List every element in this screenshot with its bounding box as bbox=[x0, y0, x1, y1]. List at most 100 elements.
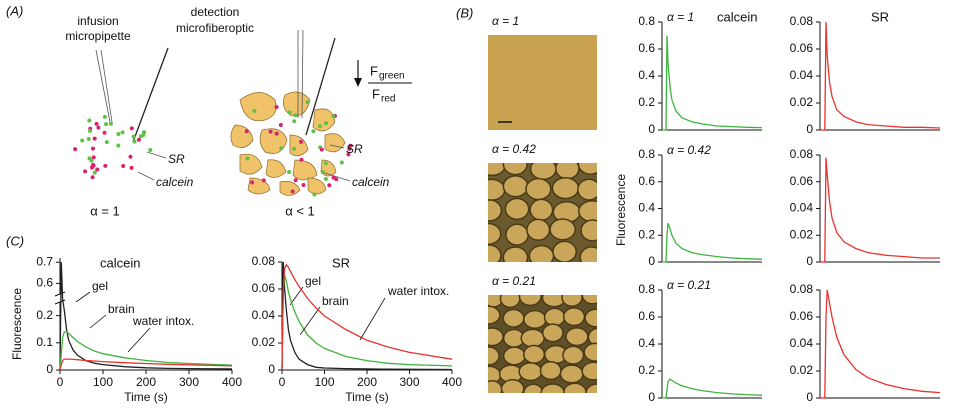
cell bbox=[524, 311, 546, 329]
molecule bbox=[83, 169, 87, 173]
y-tick-label: 0 bbox=[806, 390, 813, 404]
y-tick-label: 0 bbox=[648, 122, 655, 136]
x-tick-label: 300 bbox=[179, 375, 199, 389]
chart-title: SR bbox=[871, 9, 889, 24]
molecule bbox=[275, 105, 279, 109]
cell bbox=[550, 219, 575, 240]
y-tick-label: 0.6 bbox=[36, 276, 53, 290]
cell bbox=[503, 247, 527, 268]
molecule bbox=[96, 126, 100, 130]
y-tick-label: 0.7 bbox=[36, 254, 53, 268]
molecule bbox=[327, 183, 331, 187]
line-series bbox=[820, 158, 940, 262]
cell bbox=[524, 384, 543, 402]
cell bbox=[479, 155, 505, 176]
molecule bbox=[132, 135, 136, 139]
cell bbox=[478, 179, 505, 200]
molecule bbox=[89, 159, 93, 163]
cell bbox=[580, 247, 603, 268]
cell bbox=[521, 329, 544, 347]
cell bbox=[529, 246, 553, 267]
y-tick-label: 0.04 bbox=[790, 336, 814, 350]
y-tick-label: 0.4 bbox=[638, 201, 655, 215]
ratio: F bbox=[372, 86, 380, 101]
cell bbox=[585, 309, 607, 327]
molecule bbox=[90, 165, 94, 169]
y-tick-label: 0.06 bbox=[790, 41, 814, 55]
cell bbox=[500, 290, 519, 308]
molecule bbox=[324, 161, 328, 165]
cell bbox=[556, 158, 579, 179]
annotation: α = 1 bbox=[667, 10, 694, 24]
molecule bbox=[279, 146, 283, 150]
chart-title: SR bbox=[332, 255, 350, 270]
y-axis-label: Fluorescence bbox=[10, 288, 24, 360]
line-series bbox=[820, 22, 940, 130]
cell bbox=[530, 199, 552, 220]
molecule bbox=[262, 178, 266, 182]
molecule bbox=[302, 183, 306, 187]
x-axis-label: Time (s) bbox=[124, 390, 168, 404]
x-axis-label: Time (s) bbox=[345, 390, 389, 404]
y-tick-label: 0.4 bbox=[638, 68, 655, 82]
micrograph bbox=[488, 35, 597, 130]
molecule bbox=[130, 166, 134, 170]
cell bbox=[478, 200, 501, 221]
y-tick-label: 0.6 bbox=[638, 309, 655, 323]
line-series bbox=[60, 332, 232, 370]
y-tick-label: 0.08 bbox=[790, 147, 814, 161]
y-tick-label: 0.02 bbox=[790, 95, 814, 109]
x-tick-label: 200 bbox=[136, 375, 156, 389]
molecule bbox=[103, 115, 107, 119]
molecule bbox=[287, 170, 291, 174]
image-label: α = 0.42 bbox=[492, 142, 536, 156]
label: α < 1 bbox=[285, 203, 315, 218]
image-label: α = 1 bbox=[492, 14, 519, 28]
molecule bbox=[324, 121, 328, 125]
label: microfiberoptic bbox=[176, 21, 254, 35]
y-tick-label: 0 bbox=[46, 362, 53, 376]
cell bbox=[483, 381, 502, 399]
molecule bbox=[275, 132, 279, 136]
leader-line bbox=[360, 298, 385, 340]
cell bbox=[519, 288, 541, 306]
molecule bbox=[88, 129, 92, 133]
y-tick-label: 0.2 bbox=[638, 227, 655, 241]
molecule bbox=[104, 122, 108, 126]
cell bbox=[562, 289, 582, 307]
molecule bbox=[340, 160, 344, 164]
leader-line bbox=[76, 292, 90, 302]
molecule bbox=[245, 129, 249, 133]
cell bbox=[503, 154, 527, 175]
y-tick-label: 0 bbox=[806, 254, 813, 268]
cell bbox=[564, 383, 586, 401]
chart-title: calcein bbox=[717, 9, 757, 24]
y-tick-label: 0.8 bbox=[638, 282, 655, 296]
cell bbox=[476, 223, 501, 244]
cell bbox=[563, 346, 584, 364]
line-series bbox=[662, 36, 762, 131]
cell bbox=[540, 362, 560, 380]
molecule bbox=[331, 114, 335, 118]
ratio: red bbox=[381, 94, 395, 105]
cell bbox=[502, 380, 524, 398]
y-tick-label: 0.8 bbox=[638, 147, 655, 161]
molecule bbox=[87, 119, 91, 123]
cell bbox=[505, 199, 528, 220]
cell bbox=[503, 176, 527, 197]
y-tick-label: 0.02 bbox=[252, 335, 276, 349]
cell bbox=[480, 347, 499, 365]
molecule bbox=[245, 156, 249, 160]
leader-line bbox=[90, 315, 106, 328]
y-tick-label: 0.04 bbox=[790, 68, 814, 82]
molecule bbox=[312, 192, 316, 196]
series-label: gel bbox=[92, 279, 108, 293]
molecule bbox=[95, 168, 99, 172]
cell bbox=[504, 347, 525, 365]
cell bbox=[506, 224, 528, 245]
molecule bbox=[334, 177, 338, 181]
molecule bbox=[130, 126, 134, 130]
x-tick-label: 100 bbox=[314, 375, 334, 389]
line-series bbox=[662, 223, 762, 262]
cell bbox=[582, 362, 605, 380]
